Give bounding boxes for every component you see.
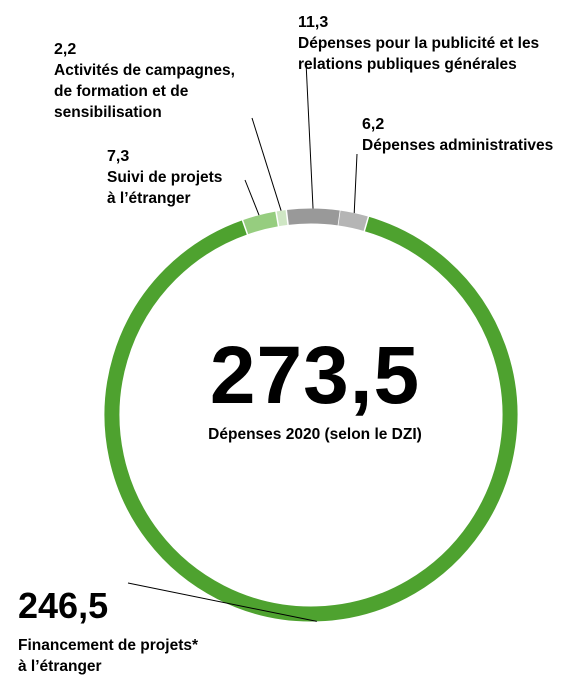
slice-financement (104, 216, 518, 622)
label-publicite: 11,3 Dépenses pour la publicité et les r… (298, 12, 539, 75)
donut-slices (104, 208, 518, 622)
leader-campagnes (251, 117, 282, 211)
leader-lines (127, 61, 358, 622)
slice-suivi (242, 211, 279, 235)
name-publicite: Dépenses pour la publicité et les relati… (298, 35, 540, 73)
slice-dep-admin (337, 210, 369, 232)
name-suivi: Suivi de projets à l’étranger (107, 169, 223, 207)
label-financement: 246,5 Financement de projets* à l’étrang… (18, 585, 198, 677)
name-dep-admin: Dépenses administratives (362, 137, 554, 154)
separator-publicite (285, 208, 289, 226)
leader-suivi (244, 179, 260, 216)
label-suivi: 7,3 Suivi de projets à l’étranger (107, 146, 222, 209)
leader-publicite (305, 61, 314, 209)
total-value: 273,5 (209, 330, 421, 421)
label-dep-admin: 6,2 Dépenses administratives (362, 114, 553, 156)
separator-financement (363, 215, 370, 233)
name-campagnes: Activités de campagnes, de formation et … (54, 62, 235, 121)
value-financement: 246,5 (18, 585, 109, 626)
value-dep-admin: 6,2 (362, 116, 385, 133)
leader-dep-admin (353, 153, 358, 214)
value-publicite: 11,3 (298, 14, 329, 31)
slice-campagnes (275, 209, 289, 227)
total-label: Dépenses 2020 (selon le DZI) (208, 426, 422, 443)
leader-financement (127, 582, 317, 622)
name-financement: Financement de projets* à l’étranger (18, 637, 199, 675)
slice-publicite (286, 208, 340, 226)
separator-suivi (241, 219, 249, 236)
label-campagnes: 2,2 Activités de campagnes, de formation… (54, 39, 235, 123)
separator-campagnes (275, 210, 280, 228)
value-suivi: 7,3 (107, 148, 130, 165)
value-campagnes: 2,2 (54, 41, 77, 58)
donut-center: 273,5 Dépenses 2020 (selon le DZI) (140, 332, 490, 444)
